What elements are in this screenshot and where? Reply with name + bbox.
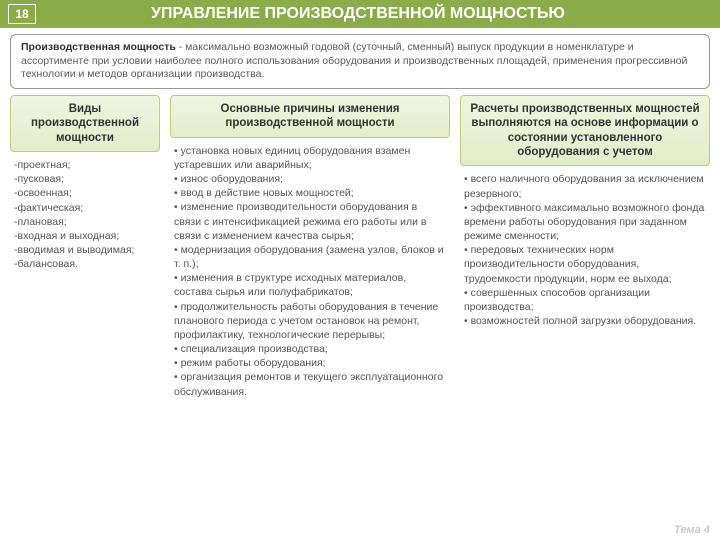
column-causes-header: Основные причины изменения производствен… bbox=[170, 95, 450, 138]
column-calc: Расчеты производственных мощностей выпол… bbox=[460, 95, 710, 399]
columns-container: Виды производственной мощности -проектна… bbox=[0, 95, 720, 399]
definition-box: Производственная мощность - максимально … bbox=[10, 34, 710, 89]
page-title: УПРАВЛЕНИЕ ПРОИЗВОДСТВЕННОЙ МОЩНОСТЬЮ bbox=[36, 5, 720, 23]
header-bar: 18 УПРАВЛЕНИЕ ПРОИЗВОДСТВЕННОЙ МОЩНОСТЬЮ bbox=[0, 0, 720, 28]
definition-term: Производственная мощность bbox=[21, 41, 176, 53]
column-causes: Основные причины изменения производствен… bbox=[170, 95, 450, 399]
column-types-header: Виды производственной мощности bbox=[10, 95, 160, 152]
column-calc-header: Расчеты производственных мощностей выпол… bbox=[460, 95, 710, 167]
column-types-body: -проектная; -пусковая; -освоенная; -факт… bbox=[10, 158, 160, 271]
footer-theme: Тема 4 bbox=[674, 524, 710, 536]
column-calc-body: • всего наличного оборудования за исключ… bbox=[460, 172, 710, 328]
column-types: Виды производственной мощности -проектна… bbox=[10, 95, 160, 399]
slide-number: 18 bbox=[8, 4, 36, 24]
column-causes-body: • установка новых единиц оборудования вз… bbox=[170, 144, 450, 399]
